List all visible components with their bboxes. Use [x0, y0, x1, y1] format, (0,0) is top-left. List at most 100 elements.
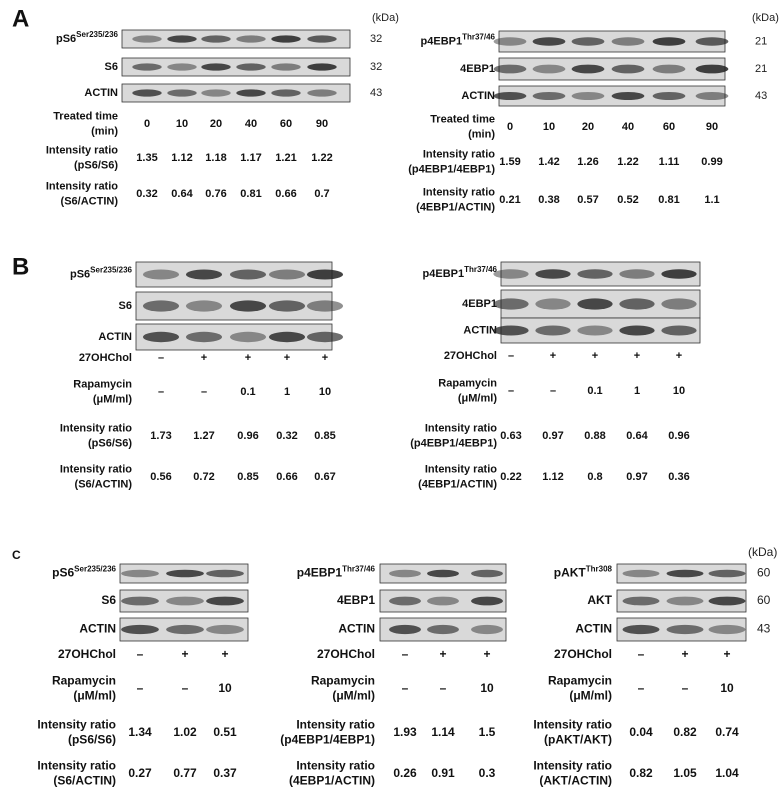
band — [571, 64, 605, 74]
row-label: (S6/ACTIN) — [53, 774, 116, 788]
ratio-value: 1.22 — [617, 156, 638, 168]
row-label: (min) — [91, 125, 118, 137]
condition-value: – — [440, 681, 447, 695]
condition-value: + — [221, 647, 228, 661]
ratio-value: 0.81 — [240, 188, 261, 200]
ratio-value: 0.22 — [500, 471, 521, 483]
blot-frame — [616, 589, 747, 613]
row-label: Rapamycin — [73, 378, 132, 390]
band — [307, 89, 337, 97]
band — [201, 35, 231, 43]
ratio-value: 1.27 — [193, 430, 214, 442]
ratio-value: 0.37 — [213, 766, 237, 780]
protein-name: p4EBP1 — [423, 268, 465, 280]
row-label: (μM/ml) — [332, 689, 375, 703]
protein-name: p4EBP1 — [421, 35, 463, 47]
blot-frame — [119, 589, 249, 613]
band — [666, 596, 704, 606]
row-label: (μM/ml) — [569, 689, 612, 703]
band — [307, 63, 337, 71]
blot-label: S6 — [101, 593, 116, 607]
band — [619, 298, 655, 310]
ratio-value: 0.64 — [626, 430, 648, 442]
row-label: 27OHChol — [79, 352, 132, 364]
band — [652, 37, 686, 46]
row-label: 27OHChol — [58, 647, 116, 661]
ratio-value: 1.12 — [542, 471, 563, 483]
protein-name: 4EBP1 — [337, 593, 375, 607]
ratio-value: 1.21 — [275, 152, 296, 164]
row-label: Treated time — [430, 113, 495, 125]
row-label: Intensity ratio — [423, 186, 495, 198]
ratio-value: 0.81 — [658, 194, 679, 206]
band — [661, 298, 697, 310]
band — [695, 92, 729, 100]
band — [708, 624, 746, 635]
ratio-value: 0.64 — [171, 188, 193, 200]
ratio-value: 0.96 — [237, 430, 258, 442]
row-label: 27OHChol — [317, 647, 375, 661]
condition-value: – — [158, 352, 164, 364]
phospho-site: Thr37/46 — [342, 565, 375, 574]
kda-marker: 43 — [370, 87, 382, 99]
ratio-value: 0.82 — [629, 766, 653, 780]
band — [132, 63, 162, 71]
blot-label: S6 — [119, 300, 132, 312]
row-label: Intensity ratio — [60, 463, 132, 475]
ratio-value: 0.82 — [673, 725, 697, 739]
blot-label: pAKTThr308 — [554, 565, 613, 580]
band — [661, 325, 697, 336]
band — [427, 596, 459, 606]
band — [652, 64, 686, 74]
row-label: (p4EBP1/4EBP1) — [410, 437, 497, 449]
row-label: Intensity ratio — [296, 718, 375, 732]
condition-value: + — [201, 352, 207, 364]
protein-name: 4EBP1 — [460, 63, 495, 75]
protein-name: pS6 — [52, 566, 74, 580]
ratio-value: 0.32 — [276, 430, 297, 442]
blot-label: pS6Ser235/236 — [56, 30, 119, 45]
condition-value: + — [284, 352, 290, 364]
ratio-value: 0.36 — [668, 471, 689, 483]
condition-value: + — [723, 647, 730, 661]
condition-value: 40 — [622, 121, 634, 133]
band — [307, 35, 337, 43]
ratio-value: 1.5 — [479, 725, 496, 739]
band — [471, 569, 503, 578]
condition-value: 10 — [218, 681, 232, 695]
ratio-value: 1.22 — [311, 152, 332, 164]
band — [652, 92, 686, 100]
band — [619, 269, 655, 279]
row-label: (4EBP1/ACTIN) — [418, 478, 497, 490]
band — [708, 569, 746, 578]
band — [167, 35, 197, 43]
condition-value: 0 — [144, 118, 150, 130]
row-label: (4EBP1/ACTIN) — [416, 201, 495, 213]
condition-value: 10 — [319, 386, 331, 398]
band — [577, 269, 613, 279]
condition-value: – — [638, 681, 645, 695]
band — [389, 569, 421, 578]
condition-value: – — [402, 681, 409, 695]
row-label: Intensity ratio — [46, 180, 118, 192]
row-label: Rapamycin — [548, 674, 612, 688]
band — [493, 298, 529, 310]
condition-value: 10 — [543, 121, 555, 133]
kda-marker: 60 — [757, 593, 771, 607]
condition-value: – — [201, 386, 207, 398]
blot-label: pS6Ser235/236 — [52, 565, 116, 580]
ratio-value: 1.02 — [173, 725, 197, 739]
condition-value: – — [682, 681, 689, 695]
band — [611, 64, 645, 74]
band — [306, 269, 344, 280]
condition-value: 10 — [480, 681, 494, 695]
band — [666, 624, 704, 635]
band — [167, 89, 197, 97]
row-label: (μM/ml) — [458, 392, 497, 404]
band — [206, 624, 244, 635]
row-label: Intensity ratio — [60, 422, 132, 434]
band — [236, 63, 266, 71]
blot-label: ACTIN — [79, 622, 116, 636]
